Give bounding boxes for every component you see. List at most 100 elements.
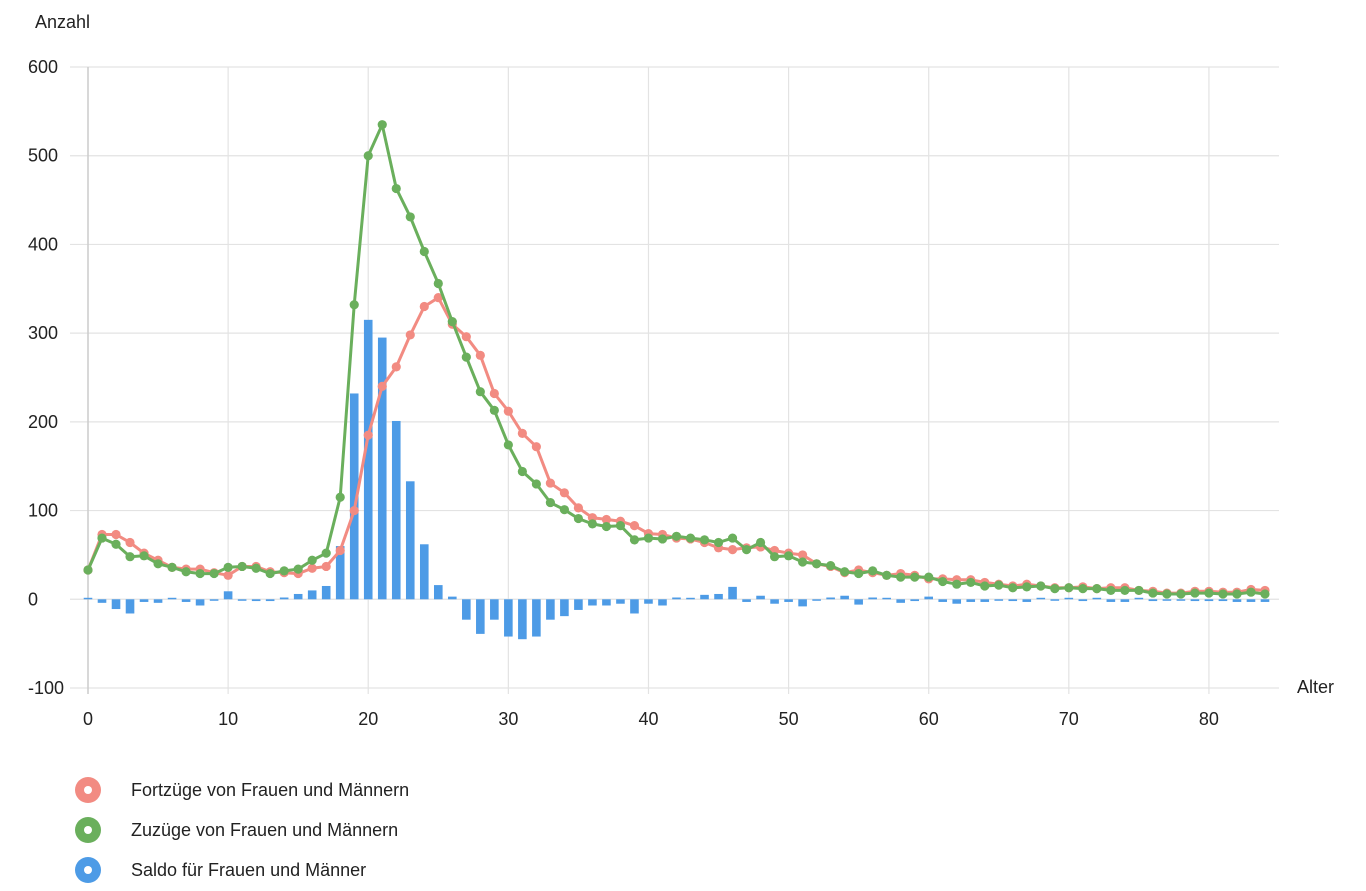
point-zuzuege <box>1106 585 1116 596</box>
point-fortzuege <box>321 561 331 572</box>
point-fortzuege <box>727 545 738 555</box>
point-zuzuege <box>405 212 415 222</box>
bar-saldo <box>139 599 149 602</box>
point-zuzuege <box>643 533 654 543</box>
bar-saldo <box>419 544 429 600</box>
bar-saldo <box>1022 599 1032 602</box>
point-zuzuege <box>769 552 780 562</box>
point-zuzuege <box>1064 583 1074 593</box>
bar-saldo <box>490 599 499 620</box>
point-zuzuege <box>237 561 247 572</box>
y-tick-label: 500 <box>28 146 58 166</box>
legend-item-zuzuege[interactable]: Zuzüge von Frauen und Männern <box>75 810 409 850</box>
legend-item-saldo[interactable]: Saldo für Frauen und Männer <box>75 850 409 890</box>
point-zuzuege <box>265 568 275 579</box>
point-zuzuege <box>868 566 878 576</box>
x-axis-label: Alter <box>1297 677 1334 697</box>
y-axis-label: Anzahl <box>35 12 90 32</box>
bar-saldo <box>209 599 219 601</box>
point-zuzuege <box>153 559 163 569</box>
bar-saldo <box>966 599 976 602</box>
point-zuzuege <box>559 505 570 515</box>
bar-saldo <box>630 599 639 614</box>
legend-label-fortzuege: Fortzüge von Frauen und Männern <box>131 779 410 800</box>
point-zuzuege <box>798 557 808 567</box>
point-zuzuege <box>994 580 1004 590</box>
bar-saldo <box>1120 599 1130 602</box>
point-fortzuege <box>377 381 387 391</box>
point-zuzuege <box>741 545 752 555</box>
point-zuzuege <box>1134 585 1144 596</box>
bar-saldo <box>546 599 555 620</box>
point-fortzuege <box>419 301 429 312</box>
bar-saldo <box>1162 599 1172 601</box>
point-zuzuege <box>335 492 345 502</box>
bar-saldo <box>97 599 107 603</box>
bar-saldo <box>377 337 387 600</box>
point-fortzuege <box>391 362 401 372</box>
bar-saldo <box>237 599 247 601</box>
bar-saldo <box>644 599 653 604</box>
point-fortzuege <box>601 514 612 525</box>
point-zuzuege <box>783 551 794 561</box>
bar-saldo <box>588 599 597 606</box>
x-tick-label: 50 <box>779 709 799 729</box>
point-zuzuege <box>727 533 738 543</box>
bar-saldo <box>616 599 625 604</box>
bar-saldo <box>335 546 345 600</box>
bar-saldo <box>728 586 737 600</box>
y-tick-label: 300 <box>28 323 58 343</box>
point-zuzuege <box>1218 589 1228 599</box>
bar-saldo <box>153 599 163 603</box>
point-zuzuege <box>349 300 359 310</box>
bar-saldo <box>952 599 962 604</box>
bar-saldo <box>700 594 709 600</box>
bar-saldo <box>279 597 289 600</box>
point-zuzuege <box>419 246 429 257</box>
bar-saldo <box>1260 599 1270 602</box>
bar-saldo <box>448 596 457 600</box>
point-fortzuege <box>629 521 640 531</box>
y-tick-label: 600 <box>28 57 58 77</box>
point-zuzuege <box>812 559 822 569</box>
point-zuzuege <box>111 539 121 549</box>
legend-label-zuzuege: Zuzüge von Frauen und Männern <box>131 819 399 840</box>
point-zuzuege <box>1148 588 1158 598</box>
point-zuzuege <box>139 551 149 561</box>
bar-saldo <box>504 599 513 637</box>
bar-saldo <box>476 599 485 634</box>
bar-saldo <box>1190 599 1200 602</box>
point-fortzuege <box>475 350 485 360</box>
point-fortzuege <box>461 332 471 342</box>
y-tick-label: 400 <box>28 234 58 254</box>
point-zuzuege <box>1204 588 1214 598</box>
point-fortzuege <box>798 550 808 560</box>
x-tick-label: 0 <box>83 709 93 729</box>
bar-saldo <box>1106 599 1116 602</box>
point-zuzuege <box>657 534 668 544</box>
bar-saldo <box>980 599 990 602</box>
legend-item-fortzuege[interactable]: Fortzüge von Frauen und Männern <box>75 770 409 810</box>
bar-saldo <box>868 597 877 600</box>
bar-saldo <box>307 590 317 600</box>
point-fortzuege <box>125 537 135 548</box>
lines-layer <box>83 120 1270 599</box>
point-zuzuege <box>966 577 976 588</box>
x-tick-label: 60 <box>919 709 939 729</box>
line-fortzuege <box>86 296 1266 595</box>
point-zuzuege <box>377 120 387 130</box>
point-fortzuege <box>517 428 527 438</box>
point-fortzuege <box>349 505 359 516</box>
bar-saldo <box>1036 597 1046 600</box>
point-zuzuege <box>293 564 303 574</box>
point-zuzuege <box>826 560 836 571</box>
point-zuzuege <box>321 548 331 558</box>
point-zuzuege <box>1246 587 1256 597</box>
bar-saldo <box>125 599 135 614</box>
bar-saldo <box>924 596 934 600</box>
point-zuzuege <box>1190 588 1200 598</box>
point-zuzuege <box>209 568 219 579</box>
grid-layer <box>70 66 1279 694</box>
